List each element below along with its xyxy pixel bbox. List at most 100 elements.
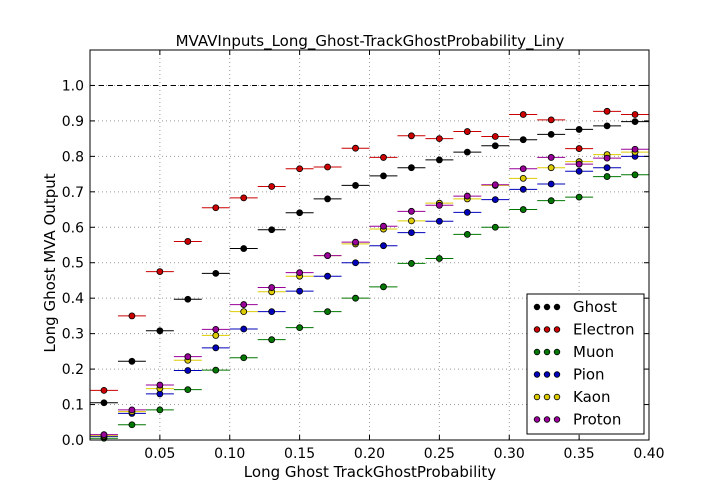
data-point [408,260,415,267]
series-muon [90,171,649,442]
legend: Ghost Electron Muon Pion Kaon Proton [526,293,645,435]
data-point [296,287,304,295]
data-point [603,107,611,115]
legend-marker [543,348,551,356]
legend-marker [543,303,551,311]
data-point [268,183,276,190]
data-point [128,406,136,414]
x-axis: 0.05 0.10 0.15 0.20 0.25 0.30 0.35 0.40 [144,50,665,462]
data-point [603,122,611,130]
data-point [547,180,555,188]
data-point [380,283,387,291]
legend-entry-kaon: Kaon [533,388,610,406]
legend-marker [533,393,541,401]
data-point [240,308,248,316]
data-point [184,238,192,245]
x-tick-label: 0.05 [144,446,175,462]
data-point [408,217,415,225]
x-tick-label: 0.30 [494,446,525,462]
legend-marker [543,371,551,378]
data-point [352,238,359,246]
data-point [435,135,443,143]
data-point [603,164,611,172]
data-point [296,209,304,217]
data-point [575,160,583,168]
legend-entry-electron: Electron [533,321,635,339]
data-point [156,327,164,335]
data-point [519,185,527,193]
data-point [296,324,304,332]
legend-marker [553,416,561,423]
y-tick-label: 0.1 [62,398,84,414]
data-point [156,406,164,414]
legend-marker [553,371,561,378]
data-point [352,144,359,152]
data-point [631,118,639,126]
data-point [519,111,527,118]
data-point [324,252,331,260]
data-point [156,268,164,275]
y-tick-label: 0.2 [62,362,84,378]
data-point [212,366,220,374]
legend-entry-ghost: Ghost [533,298,617,316]
x-tick-label: 0.15 [284,446,315,462]
legend-box [526,293,645,435]
legend-marker [553,393,561,401]
y-tick-label: 0.0 [62,433,84,449]
data-point [212,204,220,212]
y-axis-title: Long Ghost MVA Output [41,173,59,352]
data-point [240,354,248,362]
legend-label: Kaon [573,388,610,406]
data-point [408,132,415,140]
data-point [268,284,276,291]
data-point [184,295,192,303]
data-point [184,386,192,394]
data-point [100,399,108,407]
data-point [435,156,443,164]
y-tick-label: 0.5 [62,256,84,272]
data-point [575,145,583,152]
data-point [100,431,108,439]
legend-marker [533,303,541,311]
legend-marker [543,416,551,423]
y-tick-label: 0.8 [62,149,84,165]
data-point [603,154,611,162]
data-point [463,148,471,156]
y-tick-label: 0.6 [62,220,84,236]
data-point [324,195,331,203]
legend-marker [533,326,541,333]
data-point [128,312,136,320]
data-point [240,301,248,308]
data-point [519,165,527,173]
series-ghost [90,118,649,407]
x-tick-label: 0.35 [564,446,595,462]
legend-marker [543,393,551,401]
data-point [547,154,555,161]
data-point [491,181,499,189]
x-tick-label: 0.20 [354,446,385,462]
data-point [212,332,220,339]
data-point [435,201,443,209]
legend-label: Electron [573,321,635,339]
data-point [631,111,639,118]
legend-marker [553,303,561,311]
data-point [352,182,359,189]
data-point [380,172,387,180]
data-point [184,353,192,361]
data-point [240,325,248,333]
data-point [268,226,276,234]
data-point [184,367,192,374]
data-point [491,196,499,204]
data-point [547,116,555,124]
legend-label: Ghost [573,298,617,316]
legend-label: Pion [573,366,605,384]
data-point [408,164,415,172]
legend-marker [533,371,541,378]
data-point [519,136,527,144]
data-point [547,197,555,205]
x-tick-label: 0.10 [214,446,245,462]
data-point [491,223,499,231]
y-axis: 0.0 0.1 0.2 0.3 0.4 0.5 0.6 0.7 0.8 0.9 1.0 [62,78,649,449]
y-tick-label: 0.9 [62,114,84,130]
data-point [296,165,304,173]
